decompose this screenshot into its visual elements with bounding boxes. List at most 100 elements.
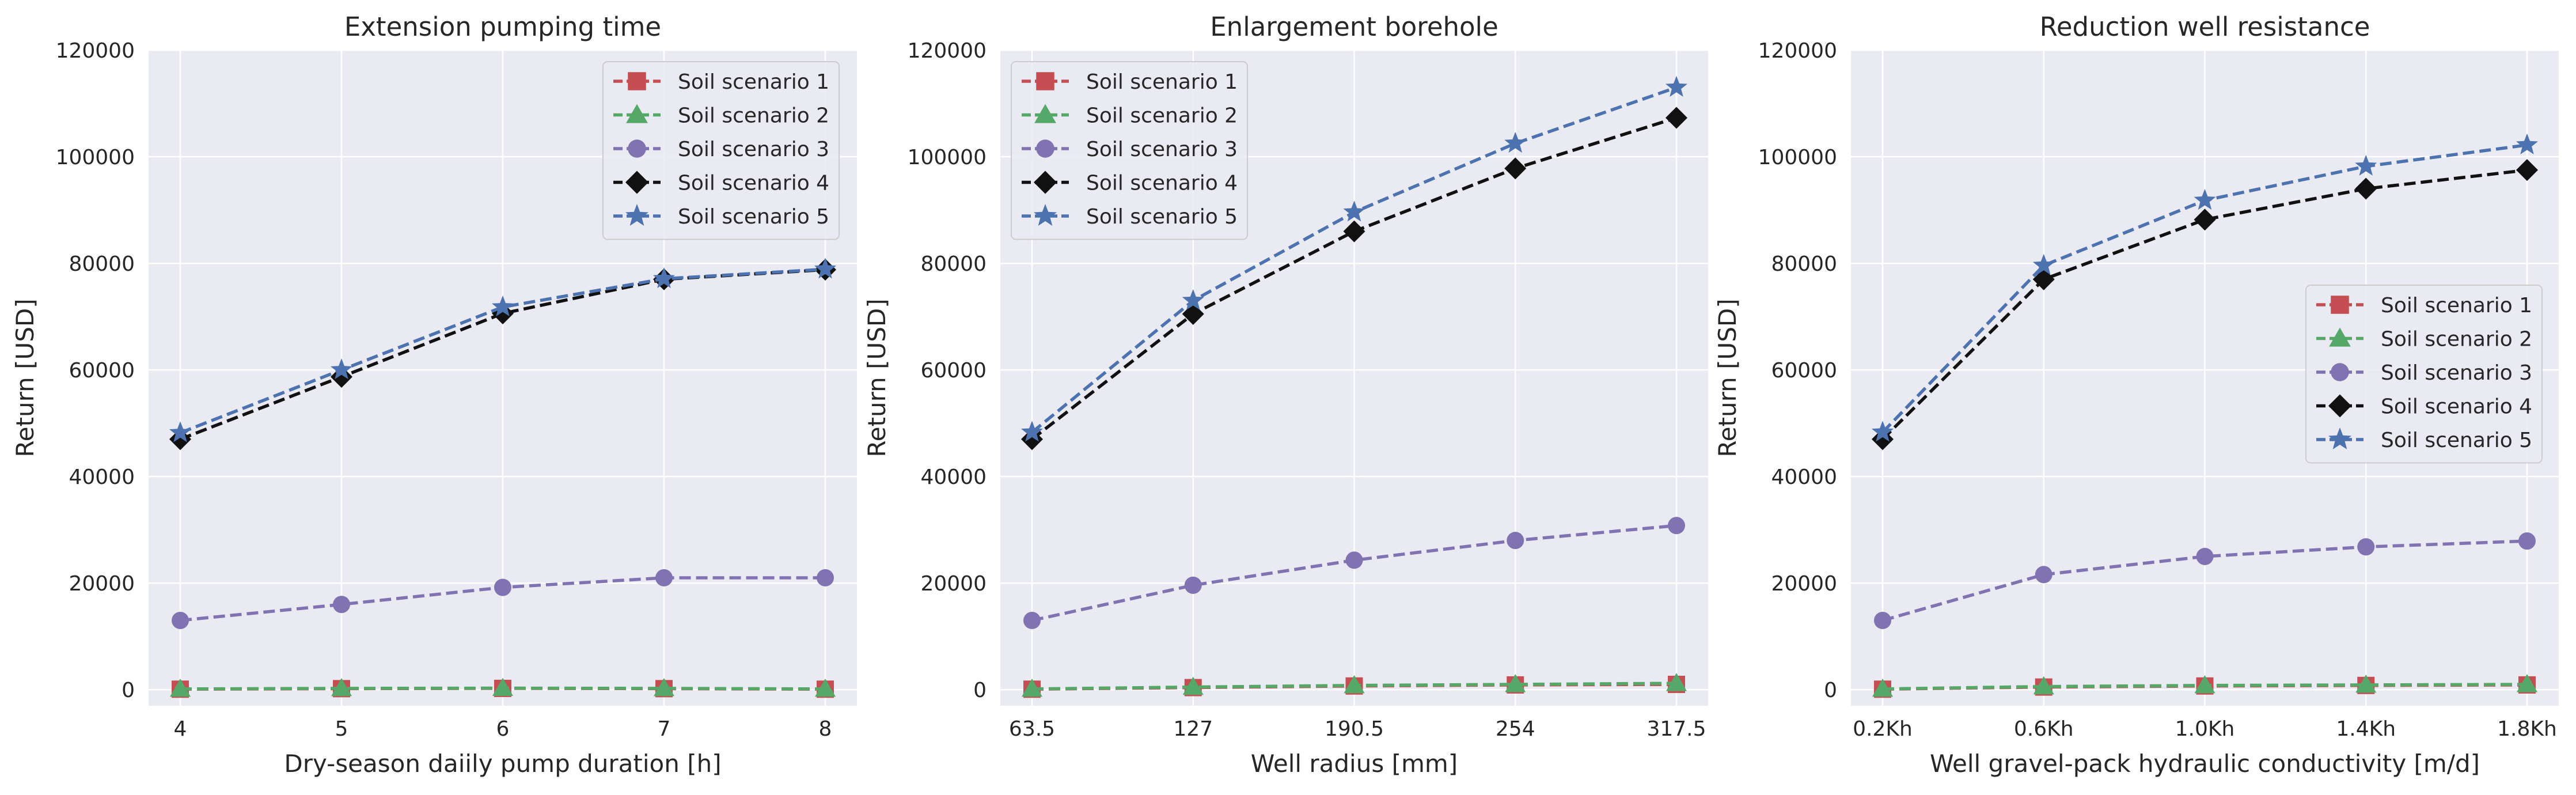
data-point [2194,209,2216,231]
series-2 [1872,673,2537,697]
data-point [2516,159,2538,181]
data-point [172,611,189,629]
legend-item: Soil scenario 3 [613,138,829,161]
y-tick-label: 120000 [56,39,135,63]
data-point [331,677,352,696]
data-point [1182,289,1204,311]
data-point [2196,547,2214,565]
data-point [2355,674,2377,693]
data-point [1872,428,1894,450]
data-point [2517,673,2537,692]
data-point [654,677,674,696]
x-tick-label: 190.5 [1325,717,1384,741]
legend-label: Soil scenario 2 [2381,328,2532,351]
legend-item: Soil scenario 5 [2316,427,2532,452]
legend-item: Soil scenario 1 [2316,294,2532,317]
legend-item: Soil scenario 5 [613,204,829,229]
series-3 [1023,517,1685,629]
x-tick-label: 1.0Kh [2175,717,2235,741]
data-point [1343,200,1365,222]
y-axis-label: Return [USD] [11,298,39,457]
x-tick-label: 5 [335,717,348,741]
y-tick-label: 0 [122,679,135,702]
series-line [1881,168,2528,441]
legend-label: Soil scenario 1 [1086,70,1238,94]
legend-label: Soil scenario 5 [678,205,829,229]
chart-panel-2: 0 20000 40000 60000 80000 100000 120000 63.5 127… [863,12,1708,778]
y-tick-label: 120000 [1758,39,1837,63]
legend-label: Soil scenario 3 [1086,138,1238,161]
y-tick-label: 40000 [1771,465,1837,489]
legend-label: Soil scenario 4 [1086,172,1238,195]
legend: Soil scenario 1 Soil scenario 2 Soil scena… [1011,61,1248,240]
data-point [1182,676,1204,695]
data-point [1022,678,1042,697]
x-tick-label: 8 [819,717,832,741]
legend-box [2305,285,2543,464]
data-point [2194,675,2215,694]
x-tick-label: 317.5 [1646,717,1706,741]
x-tick-label: 0.2Kh [1853,717,1913,741]
data-point [2518,532,2536,550]
data-point [1345,551,1363,569]
data-point [2355,177,2377,200]
data-point [169,428,191,450]
data-point [1505,673,1526,692]
y-axis-label: Return [USD] [1713,298,1742,457]
legend: Soil scenario 1 Soil scenario 2 Soil scena… [602,61,840,240]
x-axis-label: Dry-season daiily pump duration [h] [284,749,721,778]
y-tick-label: 0 [1824,679,1837,702]
chart-title: Reduction well resistance [2040,12,2370,42]
chart-title: Extension pumping time [344,12,661,42]
y-tick-label: 100000 [56,146,135,169]
series-3 [172,569,834,629]
data-point [1504,131,1527,153]
data-point [494,578,511,596]
legend-label: Soil scenario 3 [2381,361,2532,385]
x-tick-label: 1.8Kh [2497,717,2557,741]
data-point [491,295,514,317]
data-point [169,421,192,442]
x-tick-label: 63.5 [1009,717,1055,741]
legend-marker [1034,204,1057,226]
legend-marker [1036,139,1054,158]
data-point [652,267,676,289]
series-2 [1022,673,1687,697]
series-5 [1020,75,1688,442]
y-tick-label: 20000 [69,572,135,596]
legend-label: Soil scenario 2 [678,104,829,128]
data-point [1184,576,1202,594]
legend-marker [625,171,648,194]
data-point [492,677,513,696]
data-point [330,358,353,380]
x-tick-label: 254 [1496,717,1535,741]
legend-marker [625,204,648,226]
legend-item: Soil scenario 2 [613,104,829,128]
legend-box [1011,61,1248,240]
x-tick-label: 7 [658,717,671,741]
legend-label: Soil scenario 3 [678,138,829,161]
legend-item: Soil scenario 4 [613,171,829,195]
y-tick-label: 40000 [69,465,135,489]
data-point [2033,676,2054,695]
data-point [1666,673,1687,691]
x-axis-label: Well gravel-pack hydraulic conductivity … [1930,749,2480,778]
legend-label: Soil scenario 1 [678,70,829,94]
data-point [1021,428,1043,450]
legend-label: Soil scenario 5 [1086,205,1238,229]
data-point [1020,421,1044,442]
y-tick-label: 40000 [920,465,987,489]
data-point [2355,154,2377,176]
legend-label: Soil scenario 2 [1086,104,1238,128]
data-point [1507,532,1524,550]
legend-marker [2331,363,2349,381]
y-tick-label: 60000 [920,359,987,383]
legend-item: Soil scenario 2 [2316,328,2532,351]
data-point [1343,220,1365,243]
series-line [1882,539,2528,622]
legend-item: Soil scenario 4 [2316,394,2532,419]
data-point [170,678,191,697]
y-tick-label: 60000 [1771,359,1837,383]
legend-label: Soil scenario 5 [2381,429,2532,452]
